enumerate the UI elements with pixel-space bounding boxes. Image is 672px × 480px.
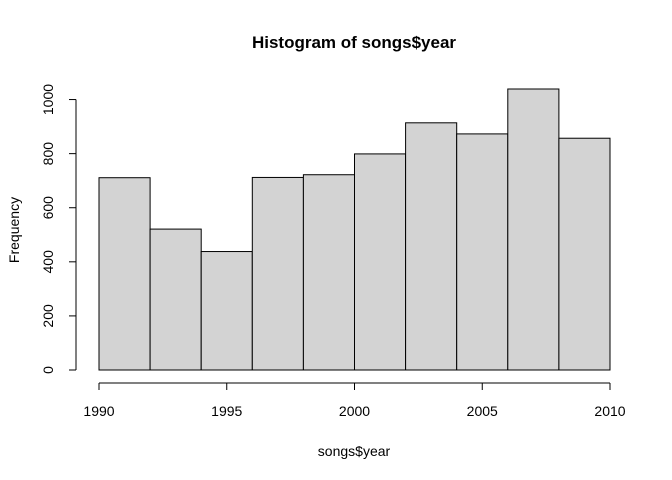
histogram-bar-1	[98, 177, 151, 371]
y-tick-label: 800	[40, 142, 56, 166]
y-tick-label: 0	[40, 366, 56, 374]
histogram-bar-6	[354, 153, 407, 371]
x-tick-label: 2005	[467, 403, 498, 419]
y-tick-label: 200	[40, 304, 56, 328]
x-axis: 1990 1995 2000 2005 2010	[83, 382, 626, 419]
y-axis-label: Frequency	[6, 197, 22, 263]
histogram-bar-3	[200, 251, 253, 371]
y-axis: 0 200 400 600 800 1000	[40, 84, 77, 374]
bars-group	[98, 88, 611, 371]
histogram-bar-2	[149, 228, 202, 371]
histogram-bar-9	[507, 88, 560, 371]
x-tick-label: 2010	[594, 403, 625, 419]
x-tick-label: 2000	[339, 403, 370, 419]
chart-title: Histogram of songs$year	[252, 33, 456, 52]
y-tick-label: 400	[40, 250, 56, 274]
x-axis-label: songs$year	[318, 443, 391, 459]
histogram-bar-5	[302, 174, 355, 371]
y-tick-label: 600	[40, 196, 56, 220]
histogram-bar-10	[558, 137, 611, 371]
x-tick-label: 1995	[211, 403, 242, 419]
histogram-bar-8	[456, 133, 509, 371]
x-tick-label: 1990	[83, 403, 114, 419]
y-tick-label: 1000	[40, 84, 56, 115]
histogram-bar-7	[405, 122, 458, 371]
histogram-bar-4	[251, 176, 304, 371]
